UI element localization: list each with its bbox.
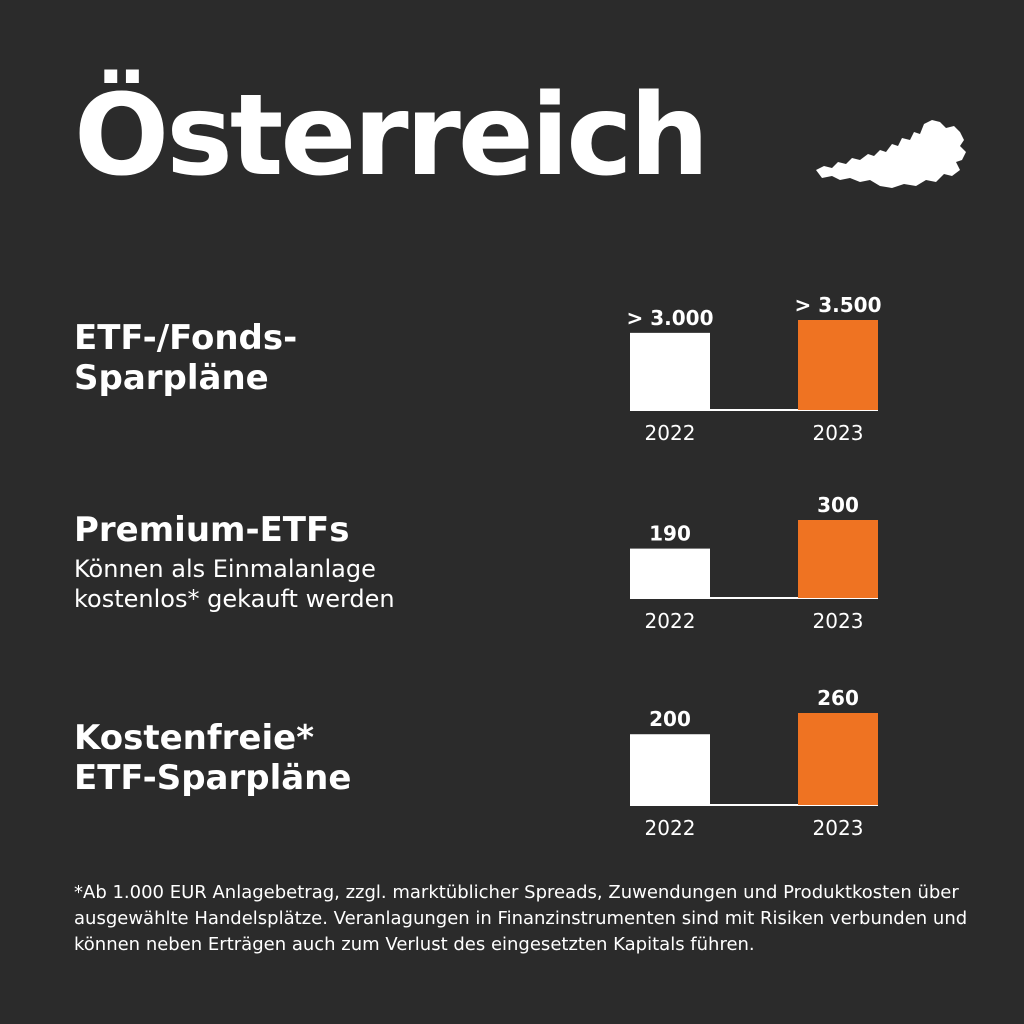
row-heading: ETF-/Fonds- Sparpläne <box>74 318 298 398</box>
bar-2022 <box>630 332 710 410</box>
data-label: 200 <box>649 707 691 731</box>
bar-chart-etf-fonds: > 3.000 2022 > 3.500 2023 <box>627 293 882 445</box>
bar-2022 <box>630 548 710 598</box>
chart-kostenfreie: 200 2022 260 2023 <box>620 680 900 845</box>
data-label: 300 <box>817 493 859 517</box>
row-heading: Kostenfreie* ETF-Sparpläne <box>74 718 352 798</box>
bar-2022 <box>630 734 710 805</box>
data-label: 260 <box>817 686 859 710</box>
row-subtitle: Können als Einmalanlage kostenlos* gekau… <box>74 555 395 613</box>
data-label: > 3.500 <box>795 293 882 317</box>
tick-label: 2023 <box>813 421 864 445</box>
data-label: > 3.000 <box>627 306 714 330</box>
row-etf-fonds: ETF-/Fonds- Sparpläne <box>74 318 297 398</box>
row-premium-etfs: Premium-ETFs Können als Einmalanlage kos… <box>74 510 395 614</box>
chart-etf-fonds: > 3.000 2022 > 3.500 2023 <box>620 290 900 450</box>
bar-2023 <box>798 520 878 598</box>
tick-label: 2023 <box>813 609 864 633</box>
bar-2023 <box>798 320 878 410</box>
row-heading: Premium-ETFs <box>74 510 350 550</box>
page-title: Österreich <box>74 71 709 201</box>
austria-map-icon <box>816 120 966 188</box>
footnote: *Ab 1.000 EUR Anlagebetrag, zzgl. marktü… <box>74 882 968 955</box>
bar-chart-premium-etfs: 190 2022 300 2023 <box>630 493 878 633</box>
tick-label: 2022 <box>645 816 696 840</box>
tick-label: 2023 <box>813 816 864 840</box>
bar-2023 <box>798 713 878 805</box>
tick-label: 2022 <box>645 421 696 445</box>
data-label: 190 <box>649 522 691 546</box>
tick-label: 2022 <box>645 609 696 633</box>
chart-premium-etfs: 190 2022 300 2023 <box>620 488 900 643</box>
bar-chart-kostenfreie: 200 2022 260 2023 <box>630 686 878 840</box>
row-kostenfreie: Kostenfreie* ETF-Sparpläne <box>74 718 351 798</box>
